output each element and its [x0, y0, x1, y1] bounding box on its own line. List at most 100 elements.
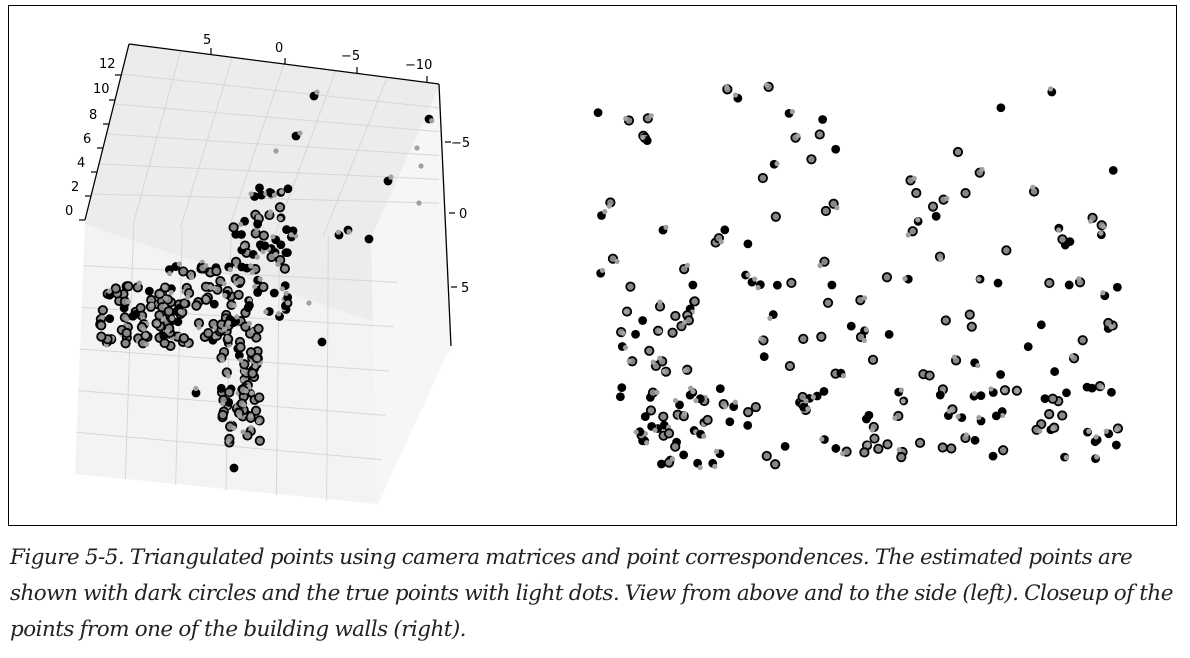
estimated-point	[757, 172, 768, 184]
true-point	[938, 256, 944, 263]
true-point	[414, 145, 420, 151]
true-point	[177, 308, 184, 315]
true-point	[672, 398, 679, 404]
estimated-point	[217, 409, 228, 421]
true-point	[164, 328, 171, 334]
estimated-point	[254, 392, 265, 403]
true-point	[168, 289, 174, 296]
estimated-point	[229, 463, 239, 473]
estimated-point	[209, 299, 219, 309]
true-point	[1050, 426, 1056, 432]
true-point	[764, 82, 770, 88]
true-point	[169, 315, 175, 322]
true-point	[1100, 223, 1107, 230]
estimated-point	[869, 433, 880, 444]
y-tick-5: 5	[461, 281, 469, 296]
estimated-point	[966, 321, 977, 332]
true-point	[650, 359, 656, 365]
grid-line	[83, 265, 398, 283]
true-point	[892, 415, 898, 421]
true-point	[99, 314, 105, 320]
estimated-point	[253, 323, 264, 334]
estimated-point	[914, 437, 926, 448]
true-point	[193, 385, 199, 392]
true-point	[976, 414, 982, 421]
estimated-point	[235, 342, 246, 353]
estimated-point	[924, 370, 935, 381]
true-point	[697, 464, 703, 471]
estimated-point	[211, 265, 222, 277]
estimated-point	[720, 225, 730, 235]
estimated-point	[269, 288, 279, 298]
true-point	[622, 344, 629, 351]
estimated-point	[625, 281, 636, 292]
true-point	[220, 401, 226, 407]
true-point	[684, 262, 691, 268]
true-point	[633, 429, 639, 435]
true-point	[810, 394, 816, 400]
grid-line	[99, 163, 440, 180]
estimated-point	[1062, 388, 1071, 398]
estimated-point	[97, 305, 108, 316]
true-point	[840, 451, 846, 457]
true-point	[225, 373, 231, 379]
grid-line	[179, 57, 233, 229]
true-point	[240, 243, 247, 250]
estimated-point	[254, 435, 265, 446]
estimated-point	[996, 370, 1006, 379]
estimated-point	[946, 443, 957, 454]
estimated-point	[970, 435, 980, 445]
true-point	[999, 412, 1006, 419]
estimated-point	[991, 411, 1001, 421]
estimated-point	[96, 331, 107, 342]
estimated-point	[237, 262, 247, 272]
estimated-point	[952, 146, 964, 158]
true-point	[657, 328, 663, 334]
true-point	[1093, 434, 1099, 440]
true-point	[222, 292, 228, 299]
grid-line	[79, 348, 390, 372]
estimated-point	[761, 450, 772, 462]
estimated-point	[772, 280, 782, 290]
true-point	[160, 316, 166, 322]
estimated-point	[998, 445, 1009, 456]
true-point	[805, 406, 811, 412]
true-point	[125, 299, 131, 305]
estimated-point	[245, 301, 254, 310]
estimated-point	[750, 401, 761, 413]
true-point	[681, 319, 688, 325]
estimated-point	[233, 289, 244, 300]
estimated-point	[937, 442, 948, 453]
true-point	[388, 174, 394, 180]
true-point	[745, 272, 751, 278]
true-point	[268, 209, 274, 215]
estimated-point	[364, 234, 374, 244]
true-point	[863, 327, 869, 333]
y-tick-m5: −5	[451, 136, 470, 151]
estimated-point	[679, 450, 689, 460]
true-point	[124, 316, 130, 322]
true-point	[971, 391, 978, 397]
estimated-point	[819, 386, 829, 396]
estimated-point	[1050, 367, 1060, 376]
true-point	[722, 404, 728, 410]
estimated-point	[884, 329, 894, 339]
true-point	[249, 269, 255, 276]
estimated-point	[993, 278, 1003, 288]
estimated-point	[786, 277, 797, 289]
true-point	[234, 314, 240, 320]
true-point	[1069, 353, 1075, 359]
true-point	[657, 355, 663, 361]
true-point	[238, 357, 244, 363]
true-point	[951, 354, 957, 360]
true-point	[803, 398, 809, 404]
estimated-point	[631, 329, 640, 339]
true-point	[713, 448, 720, 455]
true-point	[154, 321, 160, 327]
estimated-point	[105, 314, 115, 323]
true-point	[237, 413, 243, 419]
true-point	[273, 148, 279, 154]
estimated-point	[964, 309, 975, 320]
true-point	[418, 163, 424, 169]
estimated-point	[216, 383, 226, 393]
